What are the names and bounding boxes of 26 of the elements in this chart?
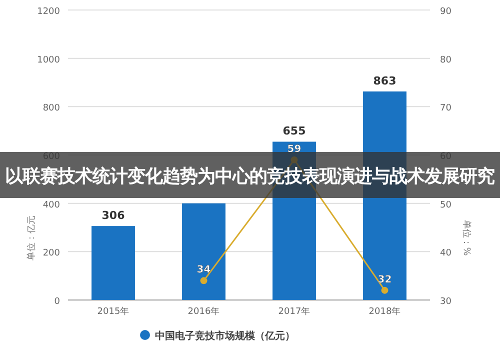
legend-label: 中国电子竞技市场规模（亿元） xyxy=(155,330,295,342)
data-label: 655 xyxy=(282,124,306,138)
text: 以联赛技术统计变化趋势为中心的竞技表现演进与战术发展研究 xyxy=(5,166,495,187)
y-axis-title: 单位：亿元 xyxy=(26,216,37,260)
data-label: 59 xyxy=(287,144,302,155)
x-tick-label: 2015年 xyxy=(97,306,130,317)
x-tick-label: 2017年 xyxy=(278,306,310,317)
y2-tick-label: 90 xyxy=(440,7,452,17)
y2-tick-label: 30 xyxy=(440,297,452,307)
x-tick-label: 2018年 xyxy=(368,306,401,317)
data-label: 32 xyxy=(378,274,392,286)
y-tick-label: 400 xyxy=(42,200,60,210)
x-tick-label: 2016年 xyxy=(188,306,220,317)
y-tick-label: 1200 xyxy=(37,7,60,17)
data-label: 863 xyxy=(373,74,396,88)
data-label: 306 xyxy=(102,209,126,222)
y-tick-label: 200 xyxy=(42,248,60,259)
y2-tick-label: 70 xyxy=(440,104,452,114)
y2-tick-label: 40 xyxy=(440,248,452,259)
y2-tick-label: 80 xyxy=(440,55,452,66)
y-tick-label: 1000 xyxy=(37,55,60,66)
y2-axis-title: 单位：% xyxy=(461,220,472,256)
y-tick-label: 800 xyxy=(42,104,60,114)
y-tick-label: 0 xyxy=(54,297,60,307)
data-label: 34 xyxy=(196,264,211,276)
y2-tick-label: 50 xyxy=(440,200,452,210)
